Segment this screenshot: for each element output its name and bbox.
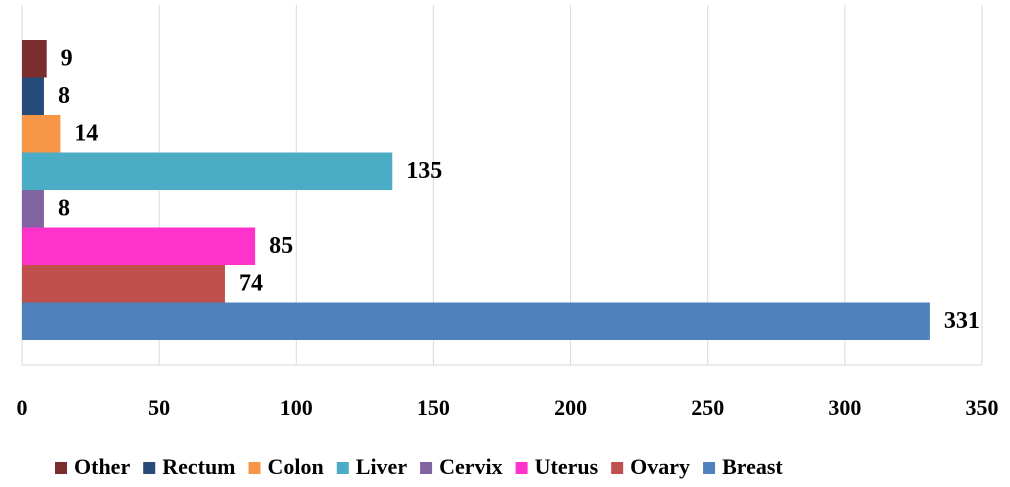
bar bbox=[22, 302, 930, 340]
x-tick-label: 50 bbox=[148, 395, 170, 420]
x-tick-label: 150 bbox=[417, 395, 450, 420]
bar bbox=[22, 190, 44, 228]
legend-marker bbox=[143, 462, 156, 474]
value-label: 8 bbox=[58, 83, 70, 109]
bar bbox=[22, 115, 61, 153]
value-label: 14 bbox=[74, 120, 98, 146]
x-tick-label: 350 bbox=[966, 395, 999, 420]
legend-label: Liver bbox=[356, 454, 408, 479]
value-label: 135 bbox=[406, 158, 442, 184]
x-tick-label: 200 bbox=[554, 395, 587, 420]
legend-marker bbox=[703, 462, 716, 474]
value-label: 74 bbox=[239, 270, 263, 296]
x-tick-label: 300 bbox=[828, 395, 861, 420]
legend-label: Uterus bbox=[535, 454, 599, 479]
x-tick-label: 100 bbox=[280, 395, 313, 420]
legend-label: Other bbox=[74, 454, 130, 479]
legend-marker bbox=[611, 462, 624, 474]
legend-marker bbox=[420, 462, 433, 474]
legend-marker bbox=[336, 462, 349, 474]
legend-marker bbox=[248, 462, 261, 474]
legend-label: Ovary bbox=[630, 454, 690, 479]
bar bbox=[22, 227, 256, 265]
bar bbox=[22, 77, 44, 115]
value-label: 9 bbox=[61, 45, 73, 71]
x-tick-label: 0 bbox=[17, 395, 28, 420]
bar bbox=[22, 40, 47, 78]
x-tick-label: 250 bbox=[691, 395, 724, 420]
value-label: 85 bbox=[269, 233, 293, 259]
value-label: 331 bbox=[944, 308, 980, 334]
value-label: 8 bbox=[58, 195, 70, 221]
legend-label: Breast bbox=[722, 454, 783, 479]
bar bbox=[22, 265, 225, 303]
bar bbox=[22, 152, 393, 190]
legend-label: Cervix bbox=[439, 454, 503, 479]
legend-label: Rectum bbox=[162, 454, 235, 479]
legend-marker bbox=[515, 462, 528, 474]
legend-label: Colon bbox=[268, 454, 324, 479]
legend-marker bbox=[55, 462, 67, 474]
